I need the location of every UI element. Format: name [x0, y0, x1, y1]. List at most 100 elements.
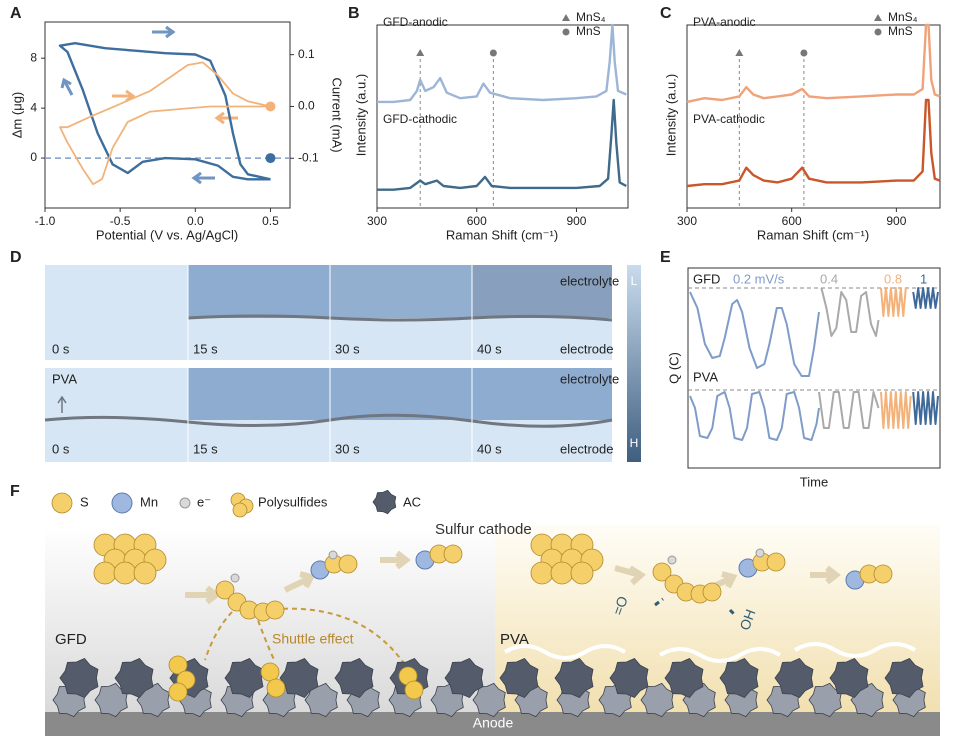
legend-label: Polysulfides: [258, 494, 328, 509]
carbon-particle: [808, 682, 842, 718]
carbon-particle: [884, 658, 924, 698]
panel-label: A: [10, 5, 22, 22]
carbon-particle: [279, 658, 319, 698]
y2-axis-label: Current (mA): [330, 77, 345, 152]
rate-label: 0.2 mV/s: [733, 271, 785, 286]
atom: [873, 564, 893, 584]
legend-label: MnS: [888, 24, 913, 38]
anode-label: Anode: [473, 715, 514, 731]
x-tick-label: 0.0: [187, 214, 204, 228]
time-label: 40 s: [477, 341, 502, 356]
data-line: [377, 98, 627, 191]
x-axis-label: Time: [800, 474, 828, 489]
y2-tick-label: 0.0: [298, 99, 315, 113]
rate-label: 0.8: [884, 271, 902, 286]
y-axis-label: Δm (μg): [9, 92, 24, 139]
carbon-particle: [664, 658, 704, 698]
time-label: 40 s: [477, 441, 502, 456]
atom: [338, 554, 358, 574]
row-label: PVA: [52, 371, 77, 386]
atom: [133, 561, 157, 585]
atom: [168, 655, 188, 675]
plot-frame: [686, 24, 941, 209]
y2-tick-label: -0.1: [298, 150, 319, 164]
atom: [260, 662, 280, 682]
panel-label: E: [660, 249, 671, 266]
atom: [93, 561, 117, 585]
electron: [328, 550, 338, 560]
x-tick-label: 300: [677, 214, 697, 228]
atom: [113, 561, 137, 585]
atom: [652, 562, 672, 582]
marker-symbol: [489, 49, 497, 57]
atom: [51, 492, 73, 514]
x-tick-label: -0.5: [110, 214, 131, 228]
atom: [404, 680, 424, 700]
layer-label: electrode: [560, 441, 613, 456]
marker-symbol: [562, 28, 570, 36]
x-tick-label: 0.5: [262, 214, 279, 228]
carbon-particle: [304, 682, 338, 718]
carbon-particle: [59, 658, 99, 698]
axis-indicator: [265, 101, 276, 112]
data-line: [912, 287, 939, 309]
row-label: PVA: [693, 369, 718, 384]
electron: [230, 573, 240, 583]
schematic-particles: [51, 489, 926, 718]
x-tick-label: 600: [782, 214, 802, 228]
series-label: PVA-anodic: [693, 15, 755, 29]
x-tick-label: 300: [367, 214, 387, 228]
electron: [667, 555, 677, 565]
data-line: [689, 391, 820, 441]
data-line: [59, 61, 271, 186]
y2-tick-label: 0.1: [298, 47, 315, 61]
atom: [766, 552, 786, 572]
x-axis-label: Raman Shift (cm⁻¹): [446, 227, 558, 242]
electron: [179, 497, 191, 509]
y-tick-label: 0: [30, 150, 37, 164]
x-tick-label: 900: [886, 214, 906, 228]
marker-symbol: [874, 28, 882, 36]
atom: [702, 582, 722, 602]
legend-label: S: [80, 494, 89, 509]
atom: [266, 678, 286, 698]
y-tick-label: 4: [30, 100, 37, 114]
legend-label: MnS₄: [888, 10, 918, 24]
axis-indicator: [265, 153, 276, 164]
x-tick-label: -1.0: [35, 214, 56, 228]
legend-label: MnS₄: [576, 10, 606, 24]
legend-label: AC: [403, 494, 421, 509]
carbon-particle: [372, 489, 397, 515]
row-label: GFD: [693, 271, 720, 286]
data-line: [880, 391, 912, 429]
legend-label: MnS: [576, 24, 601, 38]
time-label: 0 s: [52, 341, 70, 356]
y-axis-label: Q (C): [666, 352, 681, 384]
carbon-particle: [114, 658, 154, 698]
time-label: 15 s: [193, 441, 218, 456]
data-line: [377, 23, 627, 104]
time-label: 0 s: [52, 441, 70, 456]
carbon-particle: [444, 658, 484, 698]
atom: [215, 580, 235, 600]
colorbar: [627, 265, 641, 462]
layer-label: electrolyte: [560, 273, 619, 288]
legend-label: Mn: [140, 494, 158, 509]
legend-label: e⁻: [197, 494, 211, 509]
functional-group: =O: [609, 594, 631, 617]
rate-label: 0.4: [820, 271, 838, 286]
rate-label: 1: [920, 271, 927, 286]
plot-frame: [44, 21, 291, 209]
x-tick-label: 600: [467, 214, 487, 228]
marker-symbol: [800, 49, 808, 57]
panel-label: B: [348, 5, 360, 22]
carbon-particle: [334, 658, 374, 698]
atom: [550, 561, 574, 585]
carbon-particle: [136, 682, 170, 718]
carbon-particle: [774, 658, 814, 698]
x-axis-label: Raman Shift (cm⁻¹): [757, 227, 869, 242]
atom: [530, 561, 554, 585]
time-label: 30 s: [335, 441, 360, 456]
layer-label: electrolyte: [560, 371, 619, 386]
